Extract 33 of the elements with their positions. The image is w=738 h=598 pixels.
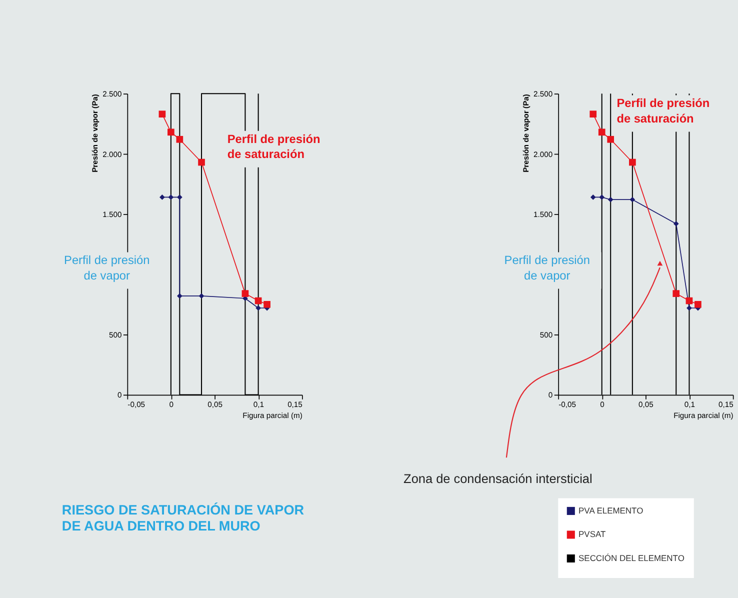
y-tick-label: 0	[117, 390, 122, 400]
y-tick-label: 2.500	[102, 90, 122, 99]
x-tick-label: 0,15	[288, 400, 302, 410]
y-axis-title: Presión de vapor (Pa)	[521, 94, 530, 172]
legend-label: PVSAT	[578, 529, 606, 540]
y-tick-label: 2.500	[534, 90, 553, 99]
x-tick-label: 0	[600, 400, 604, 410]
y-tick-label: 500	[540, 330, 553, 340]
y-tick-label: 0	[548, 390, 553, 400]
x-tick-label: 0,1	[684, 400, 695, 410]
legend-label: PVA ELEMENTO	[578, 505, 644, 516]
x-tick-label: 0,05	[208, 400, 222, 410]
x-tick-label: 0	[169, 400, 174, 410]
x-axis-title: Figura parcial (m)	[242, 411, 303, 420]
annotation: Perfil de presión de saturación	[227, 132, 320, 162]
annotation: Perfil de presión de vapor	[64, 253, 150, 282]
x-tick-label: -0,05	[128, 400, 146, 410]
y-axis-title: Presión de vapor (Pa)	[90, 94, 100, 172]
y-tick-label: 2.000	[534, 150, 553, 159]
y-tick-label: 2.000	[102, 150, 122, 159]
y-tick-label: 500	[108, 330, 122, 340]
y-tick-label: 1.500	[102, 210, 122, 220]
x-tick-label: -0,05	[558, 400, 576, 410]
legend-label: SECCIÓN DEL ELEMENTO	[578, 553, 685, 563]
y-tick-label: 1.500	[534, 210, 553, 220]
x-tick-label: 0,15	[718, 400, 734, 410]
x-axis-title: Figura parcial (m)	[674, 411, 734, 420]
annotation: Perfil de presión de saturación	[616, 96, 710, 126]
annotation: Perfil de presión de vapor	[504, 253, 590, 282]
text: RIESGO DE SATURACIÓN DE VAPOR DE AGUA DENTRO DEL MURO	[62, 501, 304, 534]
text: Zona de condensación intersticial	[404, 470, 592, 486]
x-tick-label: 0,1	[253, 400, 264, 410]
x-tick-label: 0,05	[638, 400, 654, 410]
